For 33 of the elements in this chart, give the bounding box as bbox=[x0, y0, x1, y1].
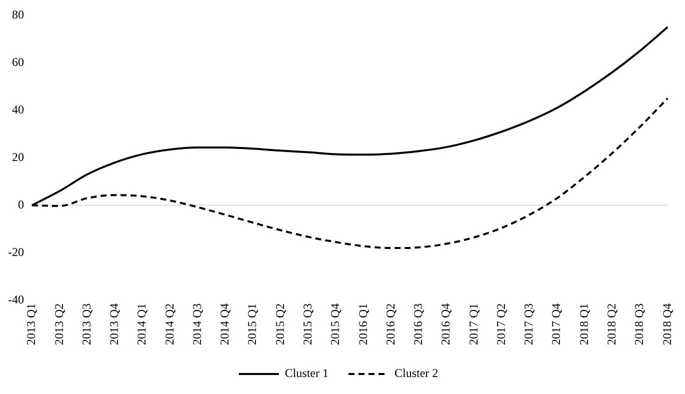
y-tick-label: 60 bbox=[12, 54, 24, 69]
y-tick-label: 20 bbox=[12, 150, 24, 164]
x-tick-label: 2016 Q2 bbox=[383, 303, 398, 346]
legend-label: Cluster 1 bbox=[284, 366, 329, 380]
x-tick-label: 2017 Q4 bbox=[549, 303, 564, 346]
x-tick-label: 2016 Q1 bbox=[356, 303, 370, 346]
x-tick-label: 2018 Q1 bbox=[576, 303, 591, 346]
x-tick-label: 2014 Q2 bbox=[162, 303, 176, 346]
x-tick-label: 2016 Q3 bbox=[411, 303, 426, 346]
x-tick-label: 2018 Q3 bbox=[632, 303, 646, 346]
x-tick-label: 2017 Q3 bbox=[522, 303, 536, 346]
y-tick-label: 80 bbox=[12, 7, 24, 22]
legend-label: Cluster 2 bbox=[394, 366, 438, 380]
x-tick-label: 2015 Q1 bbox=[245, 303, 260, 346]
y-tick-label: -40 bbox=[8, 292, 24, 306]
x-tick-label: 2014 Q4 bbox=[218, 303, 232, 346]
y-tick-label: 40 bbox=[12, 102, 24, 116]
x-tick-label: 2015 Q4 bbox=[328, 303, 342, 346]
x-tick-label: 2013 Q4 bbox=[107, 303, 122, 346]
y-tick-label: -20 bbox=[8, 244, 24, 259]
x-tick-label: 2014 Q3 bbox=[190, 303, 204, 346]
x-tick-label: 2015 Q2 bbox=[272, 303, 287, 346]
x-tick-label: 2015 Q3 bbox=[300, 303, 314, 346]
x-tick-label: 2014 Q1 bbox=[134, 303, 149, 346]
x-tick-label: 2013 Q1 bbox=[24, 303, 38, 346]
y-tick-label: 0 bbox=[18, 197, 24, 212]
x-tick-label: 2016 Q4 bbox=[438, 303, 453, 346]
x-tick-label: 2017 Q2 bbox=[494, 303, 508, 346]
x-tick-label: 2018 Q2 bbox=[604, 303, 618, 346]
x-tick-label: 2013 Q3 bbox=[79, 303, 94, 346]
x-tick-label: 2018 Q4 bbox=[660, 303, 674, 346]
x-tick-label: 2017 Q1 bbox=[466, 303, 480, 346]
x-tick-label: 2013 Q2 bbox=[52, 303, 66, 346]
